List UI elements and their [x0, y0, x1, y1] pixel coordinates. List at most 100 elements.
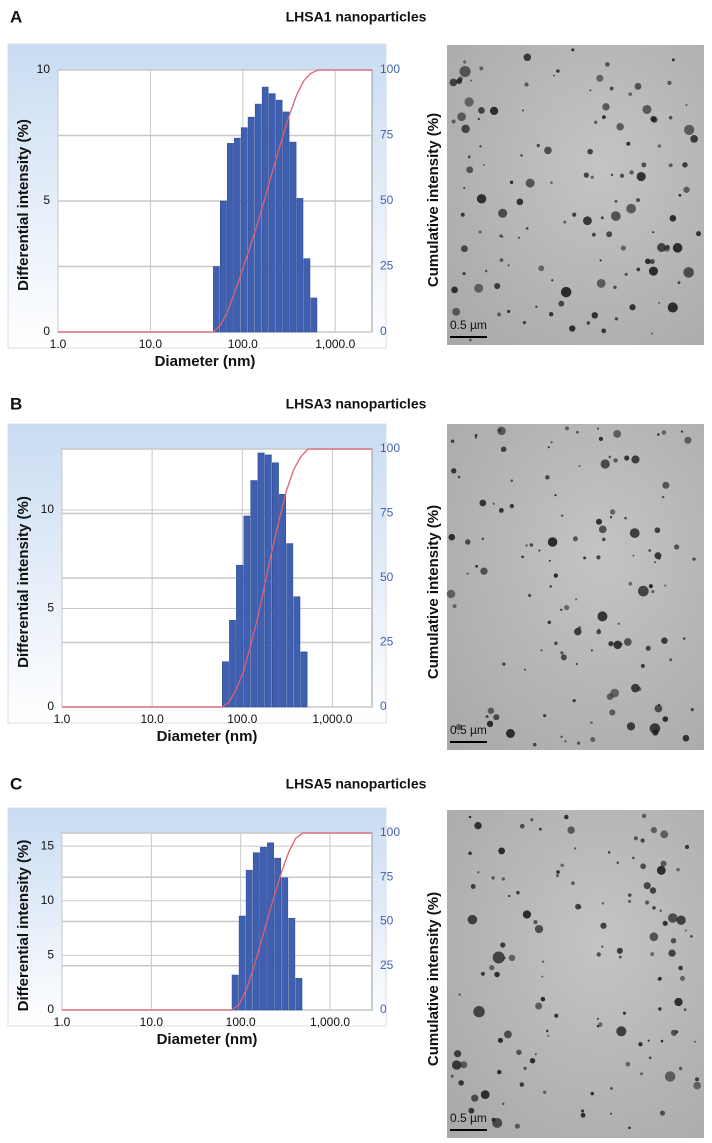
particle: [504, 1030, 512, 1039]
particle: [482, 163, 485, 167]
particle: [460, 245, 468, 253]
particle: [521, 555, 524, 559]
particle: [633, 836, 638, 841]
particle: [565, 426, 569, 431]
particle: [649, 887, 657, 894]
bar: [229, 620, 236, 708]
particle: [474, 433, 478, 437]
particle: [685, 104, 688, 107]
particle: [683, 637, 686, 640]
particle: [478, 230, 482, 234]
particle: [514, 1123, 520, 1129]
bar: [234, 137, 241, 333]
bar: [303, 258, 311, 333]
particle: [627, 899, 632, 904]
particle: [484, 269, 488, 273]
particle: [616, 1026, 627, 1037]
scale-bar-label: 0.5 µm: [450, 1111, 487, 1125]
particle: [651, 332, 654, 335]
particle: [632, 554, 635, 557]
particle: [543, 714, 547, 718]
particle: [602, 103, 610, 111]
particle: [590, 1091, 594, 1096]
particle: [547, 446, 550, 449]
bar: [240, 127, 248, 333]
particle: [468, 851, 472, 856]
particle: [602, 115, 606, 119]
particle: [457, 112, 466, 121]
particle: [519, 823, 525, 829]
particle: [625, 1061, 631, 1067]
particle: [596, 74, 604, 82]
particle: [578, 464, 581, 468]
particle: [493, 714, 500, 721]
x-tick-label: 10.0: [139, 337, 163, 351]
particle: [654, 527, 661, 534]
particle: [637, 585, 649, 597]
particle: [664, 584, 667, 587]
particle: [462, 272, 466, 276]
particle: [628, 1126, 631, 1130]
particle: [683, 186, 690, 193]
particle: [525, 227, 529, 230]
y-tick-label: 5: [47, 601, 54, 615]
particle: [524, 82, 529, 87]
particle: [582, 216, 592, 226]
bar: [213, 266, 220, 333]
particle: [671, 58, 675, 62]
particle: [654, 729, 659, 734]
particle: [654, 552, 662, 560]
bar: [243, 515, 251, 708]
particle: [452, 307, 461, 316]
particle: [608, 641, 614, 647]
particle: [679, 975, 686, 981]
particle: [517, 236, 520, 239]
particle: [458, 1080, 464, 1086]
y2-tick-label: 25: [380, 958, 394, 972]
particle: [523, 53, 532, 62]
particle: [452, 604, 457, 609]
particle: [505, 729, 515, 738]
particle: [610, 173, 614, 177]
particle: [498, 847, 506, 855]
bar: [238, 915, 246, 1011]
particle: [692, 557, 696, 561]
particle: [652, 231, 655, 234]
particle: [629, 528, 640, 538]
particle: [497, 1037, 504, 1043]
x-tick-label: 100.0: [227, 712, 257, 726]
particle: [624, 516, 627, 520]
particle: [659, 1110, 666, 1116]
particle: [471, 1094, 479, 1102]
particle: [457, 76, 463, 82]
particle: [451, 286, 458, 294]
particle: [678, 965, 683, 971]
bar: [236, 564, 244, 708]
bar: [275, 99, 283, 333]
particle: [601, 328, 607, 334]
particle: [590, 175, 594, 179]
particle: [619, 173, 625, 178]
particle: [572, 212, 577, 217]
particle: [664, 1071, 676, 1082]
particle: [645, 258, 651, 265]
particle: [661, 430, 667, 435]
particle: [638, 1042, 643, 1047]
particle: [473, 1005, 485, 1018]
particle: [657, 433, 660, 436]
bar: [247, 116, 255, 333]
particle: [480, 971, 486, 976]
particle: [457, 475, 461, 479]
particle: [525, 544, 528, 547]
particle: [678, 193, 682, 197]
particle: [580, 1112, 586, 1118]
particle: [647, 1039, 650, 1042]
particle: [601, 945, 604, 948]
particle: [569, 325, 576, 332]
particle: [463, 186, 466, 190]
particle: [476, 194, 487, 204]
particle: [538, 827, 542, 831]
particle: [668, 913, 678, 923]
particle: [620, 245, 626, 251]
